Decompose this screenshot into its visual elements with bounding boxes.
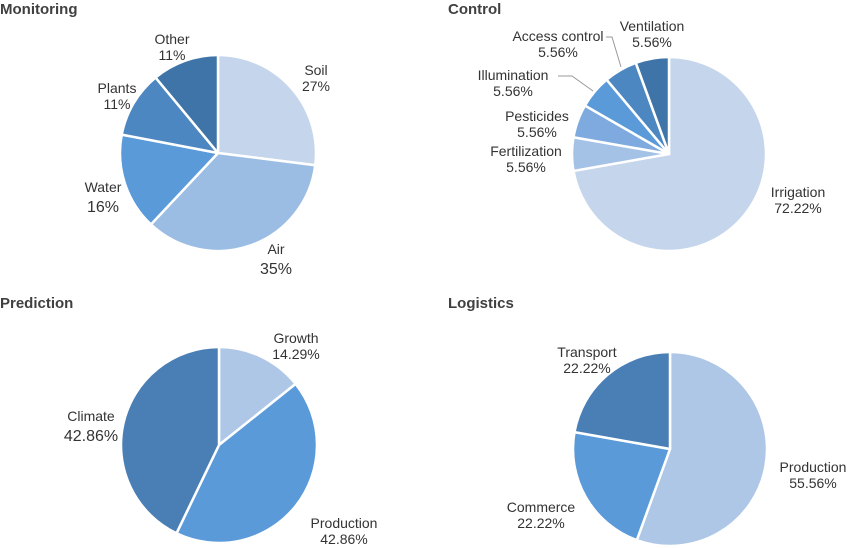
slice-label-control-pesticides: Pesticides 5.56% bbox=[505, 108, 569, 140]
slice-label-logistics-commerce: Commerce 22.22% bbox=[507, 499, 576, 531]
pie-slice-monitoring-other bbox=[154, 53, 220, 155]
slice-label-monitoring-soil: Soil 27% bbox=[302, 62, 330, 94]
pie-chart-control: Control Irrigation 72.22% Fertilization 5.56… bbox=[448, 1, 825, 253]
pie-slice-prediction-production bbox=[175, 382, 319, 545]
pie-slice-logistics-commerce bbox=[571, 430, 672, 542]
pie-slice-monitoring-soil bbox=[216, 53, 318, 167]
pie-chart-logistics: Logistics Production 55.56% Commerce 22.22% T… bbox=[448, 295, 847, 548]
pie-slice-monitoring-air bbox=[149, 151, 317, 253]
slice-label-prediction-climate: Climate 42.86% bbox=[64, 408, 118, 445]
slice-label-monitoring-water: Water 16% bbox=[85, 179, 122, 216]
slice-label-control-ventilation: Ventilation 5.56% bbox=[620, 18, 685, 50]
pie-slice-control-ventilation bbox=[634, 55, 671, 156]
pie-slice-prediction-climate bbox=[119, 345, 221, 535]
slice-label-control-irrigation: Irrigation 72.22% bbox=[771, 184, 825, 216]
slice-label-control-fertilization: Fertilization 5.56% bbox=[490, 143, 562, 175]
slice-label-prediction-production: Production 42.86% bbox=[311, 515, 378, 547]
slice-label-control-access-control: Access control 5.56% bbox=[512, 28, 603, 60]
chart-title-logistics: Logistics bbox=[448, 295, 514, 312]
pie-slice-logistics-production bbox=[635, 350, 769, 548]
chart-title-control: Control bbox=[448, 1, 501, 18]
slice-label-logistics-transport: Transport 22.22% bbox=[557, 344, 617, 376]
slice-label-logistics-production: Production 55.56% bbox=[780, 459, 847, 491]
pie-slice-monitoring-plants bbox=[120, 76, 220, 155]
pie-slice-monitoring-water bbox=[118, 133, 220, 226]
pie-slice-prediction-growth bbox=[217, 345, 297, 447]
slice-label-monitoring-plants: Plants 11% bbox=[98, 80, 137, 112]
pie-chart-prediction: Prediction Growth 14.29% Production 42.86% Cl… bbox=[0, 295, 377, 547]
slice-label-control-illumination: Illumination 5.56% bbox=[478, 67, 549, 99]
leader-line-control-illumination bbox=[558, 75, 594, 92]
chart-title-monitoring: Monitoring bbox=[0, 1, 77, 18]
slice-label-prediction-growth: Growth 14.29% bbox=[272, 330, 319, 362]
slice-label-monitoring-other: Other 11% bbox=[154, 31, 189, 63]
chart-title-prediction: Prediction bbox=[0, 295, 73, 312]
pie-chart-monitoring: Monitoring Soil 27% Air 35% Water 16% Plants 11%… bbox=[0, 1, 330, 278]
pie-slice-logistics-transport bbox=[573, 350, 672, 451]
leader-line-control-access-control bbox=[606, 36, 622, 68]
slice-label-monitoring-air: Air 35% bbox=[260, 241, 292, 278]
